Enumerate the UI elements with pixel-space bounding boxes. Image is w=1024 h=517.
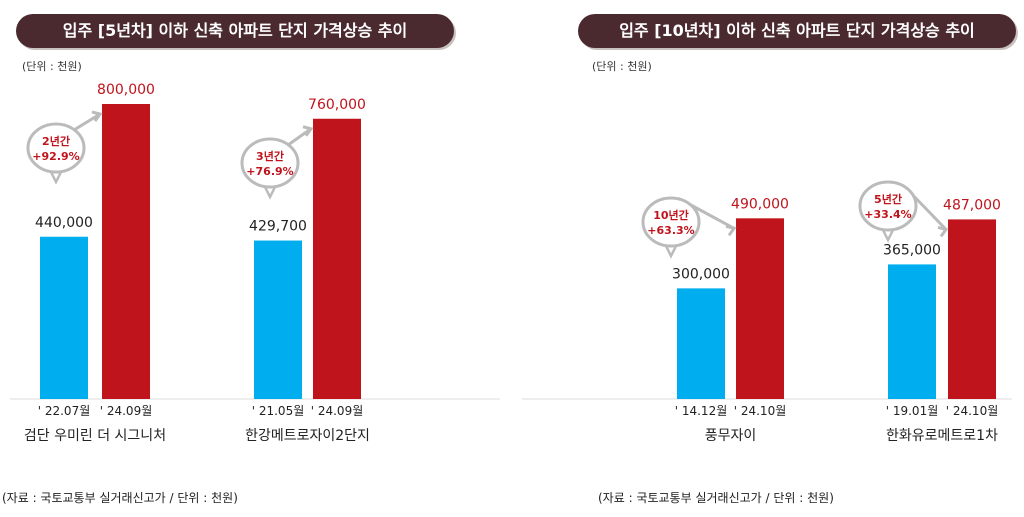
growth-callout: 2년간 +92.9% bbox=[26, 110, 103, 185]
callout-bubble bbox=[641, 196, 701, 248]
bar-before bbox=[677, 288, 725, 399]
callout-percent: +76.9% bbox=[246, 165, 293, 178]
data-label: 487,000 bbox=[943, 197, 1001, 213]
unit-label: (단위 : 천원) bbox=[592, 60, 652, 73]
category-label: 한강메트로자이2단지 bbox=[245, 428, 370, 444]
source-note: (자료 : 국토교통부 실거래신고가 / 단위 : 천원) bbox=[598, 491, 834, 505]
x-tick-label: ' 22.07월 bbox=[38, 404, 91, 418]
data-label: 440,000 bbox=[35, 215, 93, 231]
callout-arrowhead bbox=[302, 125, 314, 137]
x-tick-label: ' 24.09월 bbox=[100, 404, 153, 418]
callout-bubble bbox=[858, 180, 918, 232]
x-tick-label: ' 24.09월 bbox=[311, 404, 364, 418]
callout-percent: +92.9% bbox=[32, 150, 79, 163]
growth-callout: 3년간 +76.9% bbox=[240, 125, 314, 200]
callout-bubble bbox=[240, 137, 300, 189]
bar-before bbox=[40, 236, 88, 399]
data-label: 300,000 bbox=[672, 266, 730, 282]
x-tick-label: ' 14.12월 bbox=[675, 404, 728, 418]
source-note: (자료 : 국토교통부 실거래신고가 / 단위 : 천원) bbox=[2, 491, 238, 505]
callout-arrow bbox=[287, 127, 312, 147]
callout-period: 10년간 bbox=[653, 208, 689, 222]
chart-title: 입주 [10년차] 이하 신축 아파트 단지 가격상승 추이 bbox=[578, 14, 1016, 48]
category-label: 풍무자이 bbox=[705, 428, 757, 444]
data-label: 760,000 bbox=[308, 97, 366, 113]
bar-before bbox=[254, 240, 302, 399]
callout-period: 3년간 bbox=[256, 149, 284, 163]
callout-period: 2년간 bbox=[42, 134, 70, 148]
growth-callout: 5년간 +33.4% bbox=[858, 180, 949, 243]
callout-percent: +63.3% bbox=[647, 224, 694, 237]
bar-after bbox=[948, 219, 996, 399]
data-label: 490,000 bbox=[731, 196, 789, 212]
x-tick-label: ' 21.05월 bbox=[252, 404, 305, 418]
category-label: 한화유로메트로1차 bbox=[886, 428, 998, 444]
x-tick-label: ' 24.10월 bbox=[734, 404, 787, 418]
callout-arrowhead bbox=[725, 224, 737, 237]
callout-arrow bbox=[73, 112, 101, 132]
data-label: 429,700 bbox=[249, 219, 307, 235]
callout-arrow bbox=[688, 202, 735, 230]
bar-after bbox=[102, 104, 150, 399]
x-tick-label: ' 19.01월 bbox=[886, 404, 939, 418]
bar-before bbox=[888, 264, 936, 399]
x-tick-label: ' 24.10월 bbox=[946, 404, 999, 418]
callout-period: 5년간 bbox=[874, 192, 902, 206]
chart-panel-10yr: 입주 [10년차] 이하 신축 아파트 단지 가격상승 추이 (단위 : 천원)… bbox=[512, 0, 1024, 517]
bar-after bbox=[313, 118, 361, 399]
chart-panel-5yr: 입주 [5년차] 이하 신축 아파트 단지 가격상승 추이 (단위 : 천원) … bbox=[2, 14, 500, 505]
unit-label: (단위 : 천원) bbox=[22, 60, 82, 73]
category-label: 검단 우미린 더 시그니처 bbox=[24, 428, 166, 444]
callout-arrowhead bbox=[91, 110, 103, 122]
data-label: 800,000 bbox=[97, 82, 155, 98]
callout-bubble bbox=[26, 122, 86, 174]
data-label: 365,000 bbox=[883, 242, 941, 258]
callout-arrowhead bbox=[937, 225, 949, 238]
bar-after bbox=[736, 218, 784, 399]
callout-percent: +33.4% bbox=[864, 208, 911, 221]
chart-title: 입주 [5년차] 이하 신축 아파트 단지 가격상승 추이 bbox=[16, 14, 454, 48]
growth-callout: 10년간 +63.3% bbox=[641, 196, 737, 259]
